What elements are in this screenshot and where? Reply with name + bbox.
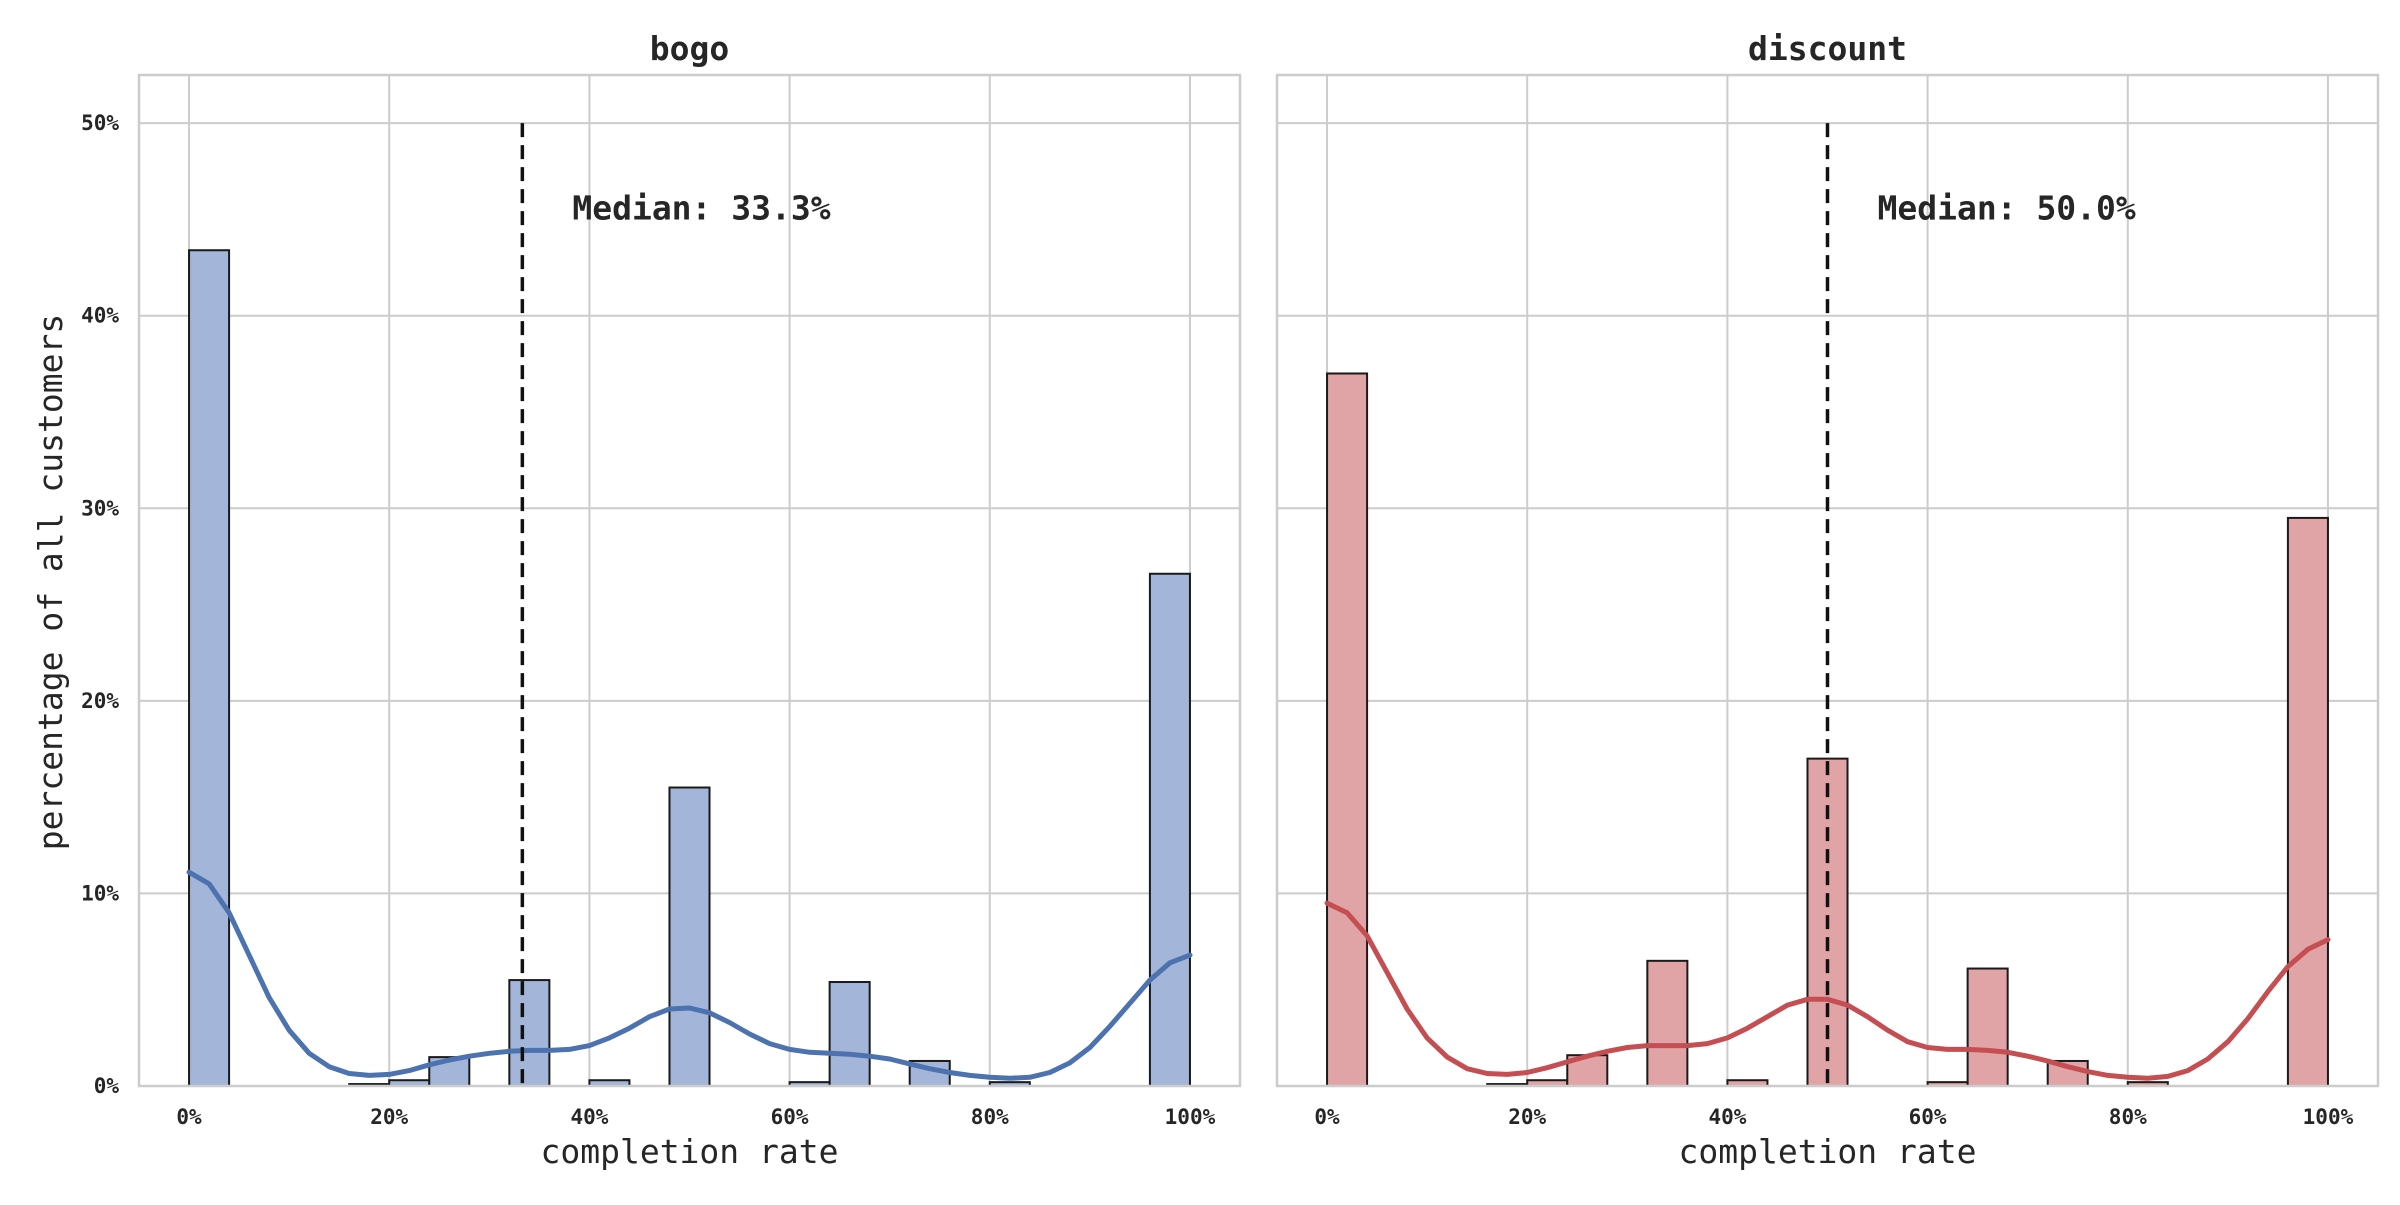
histogram-bar <box>1326 372 1369 1087</box>
x-tick-label: 60% <box>771 1105 809 1129</box>
x-tick-label: 40% <box>1708 1105 1746 1129</box>
plot-frame <box>1275 73 2380 1088</box>
x-axis-label: completion rate <box>1678 1132 1976 1171</box>
histogram-bar <box>828 981 871 1087</box>
histogram-bar <box>1148 572 1191 1087</box>
median-label: Median: 50.0% <box>1878 188 2136 227</box>
histogram-bar <box>668 786 711 1087</box>
histogram-bar <box>188 249 231 1088</box>
x-axis-label: completion rate <box>540 1132 838 1171</box>
x-tick-label: 80% <box>971 1105 1009 1129</box>
panel-bogo: Median: 33.3% bogo 0% 20% 40% 60% 80% 100% 0% 10%… <box>81 29 1242 1171</box>
median-label: Median: 33.3% <box>572 188 830 227</box>
y-tick-label: 50% <box>81 111 119 135</box>
histogram-bar <box>2286 516 2329 1087</box>
histogram-bar <box>508 979 551 1087</box>
x-tick-label: 100% <box>1165 1105 1216 1129</box>
kde-curve <box>1324 900 2331 1081</box>
panel-title: discount <box>1748 29 1907 68</box>
x-tick-label: 20% <box>370 1105 408 1129</box>
kde-curve <box>186 869 1193 1081</box>
x-tick-label: 100% <box>2303 1105 2354 1129</box>
y-tick-label: 30% <box>81 496 119 520</box>
histogram-bar <box>1966 967 2009 1088</box>
plot-frame <box>137 73 1242 1088</box>
y-tick-label: 0% <box>94 1074 120 1098</box>
x-tick-label: 0% <box>176 1105 202 1129</box>
histogram-bar <box>1646 959 1689 1087</box>
panel-title: bogo <box>650 29 729 68</box>
y-tick-label: 20% <box>81 689 119 713</box>
y-tick-label: 10% <box>81 881 119 905</box>
x-tick-label: 60% <box>1909 1105 1947 1129</box>
x-tick-label: 20% <box>1508 1105 1546 1129</box>
panel-discount: Median: 50.0% discount 0% 20% 40% 60% 80% 100% c… <box>1275 29 2380 1171</box>
x-tick-label: 80% <box>2109 1105 2147 1129</box>
y-tick-label: 40% <box>81 304 119 328</box>
x-tick-label: 0% <box>1314 1105 1340 1129</box>
figure-y-axis-label: percentage of all customers <box>31 314 70 850</box>
x-tick-label: 40% <box>570 1105 608 1129</box>
